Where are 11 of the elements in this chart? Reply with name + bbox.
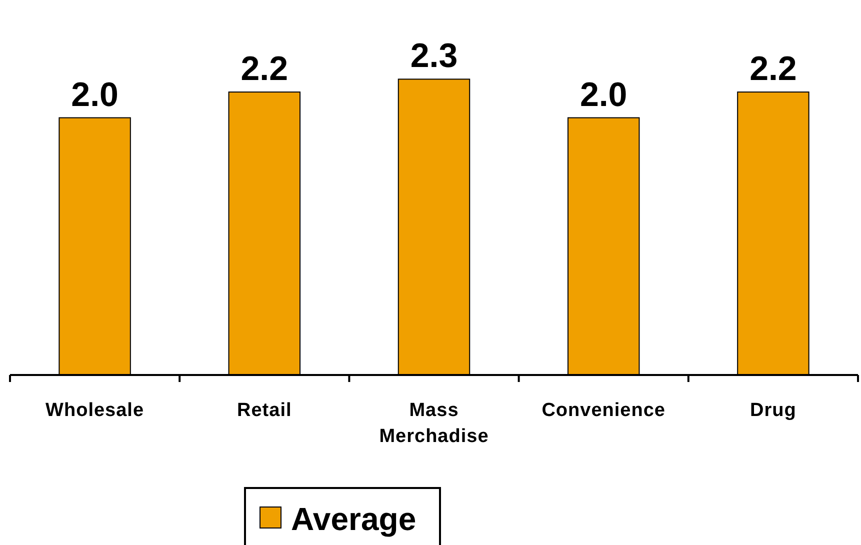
x-tick-label: Convenience [542, 400, 666, 421]
legend-label: Average [291, 501, 416, 537]
data-label: 2.0 [580, 76, 628, 114]
x-tick-label: Retail [237, 400, 292, 421]
x-tick-label: Wholesale [46, 400, 144, 421]
data-label: 2.0 [71, 76, 118, 114]
x-tick-label: Drug [750, 400, 796, 421]
data-label: 2.3 [410, 37, 458, 76]
data-label: 2.2 [750, 50, 797, 88]
data-label: 2.2 [240, 50, 288, 88]
x-tick-label: Mass Merchadise [379, 400, 489, 447]
